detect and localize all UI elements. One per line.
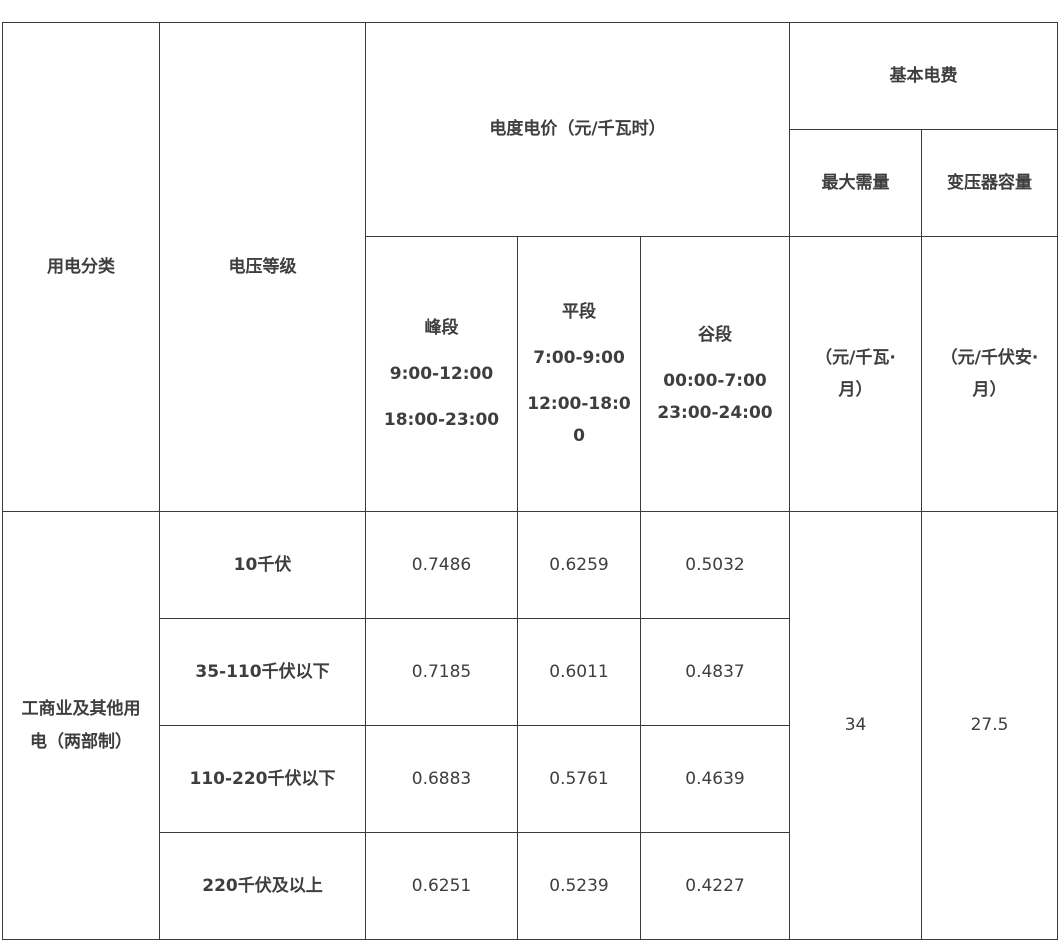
electricity-tariff-table: 用电分类 电压等级 电度电价（元/千瓦时） 基本电费 最大需量 变压器容量 峰段… bbox=[2, 22, 1059, 940]
unit-line: （元/千伏安· bbox=[940, 347, 1039, 368]
peak-price: 0.7185 bbox=[365, 618, 518, 726]
peak-price: 0.6251 bbox=[365, 832, 518, 940]
category-line: 工商业及其他用 bbox=[21, 699, 141, 720]
table-row: 220千伏及以上 0.6251 0.5239 0.4227 bbox=[3, 832, 1058, 940]
valley-time: 00:00-7:00 bbox=[663, 370, 767, 391]
peak-time: 9:00-12:00 bbox=[389, 363, 494, 384]
valley-price: 0.4227 bbox=[639, 832, 791, 940]
flat-label: 平段 bbox=[562, 301, 596, 322]
header-valley: 谷段 00:00-7:00 23:00-24:00 bbox=[639, 236, 791, 512]
flat-price: 0.6259 bbox=[517, 511, 641, 619]
header-energy-price: 电度电价（元/千瓦时） bbox=[364, 22, 791, 237]
header-category: 用电分类 bbox=[2, 22, 160, 512]
unit-line: 月） bbox=[838, 380, 873, 400]
peak-price: 0.7486 bbox=[365, 511, 518, 619]
table-row: 110-220千伏以下 0.6883 0.5761 0.4639 bbox=[3, 725, 1058, 833]
header-transformer-unit: （元/千伏安· 月） bbox=[921, 236, 1059, 512]
valley-price: 0.4639 bbox=[639, 725, 791, 833]
max-demand-value: 34 bbox=[789, 511, 923, 940]
header-flat: 平段 7:00-9:00 12:00-18:0 0 bbox=[517, 236, 641, 512]
flat-time: 0 bbox=[573, 426, 585, 447]
flat-price: 0.5239 bbox=[517, 832, 641, 940]
valley-time: 23:00-24:00 bbox=[657, 403, 773, 424]
flat-price: 0.5761 bbox=[517, 725, 641, 833]
valley-price: 0.5032 bbox=[639, 511, 791, 619]
unit-line: （元/千瓦· bbox=[815, 347, 896, 368]
table-row: 35-110千伏以下 0.7185 0.6011 0.4837 bbox=[3, 618, 1058, 726]
category-line: 电（两部制） bbox=[30, 731, 132, 752]
valley-price: 0.4837 bbox=[639, 618, 791, 726]
header-voltage: 电压等级 bbox=[159, 22, 366, 512]
flat-time: 12:00-18:0 bbox=[527, 394, 631, 414]
header-basic-fee: 基本电费 bbox=[789, 22, 1059, 130]
unit-line: 月） bbox=[972, 380, 1007, 400]
transformer-value: 27.5 bbox=[921, 511, 1059, 940]
category-cell: 工商业及其他用 电（两部制） bbox=[2, 511, 160, 940]
flat-time: 7:00-9:00 bbox=[533, 347, 625, 368]
voltage-cell: 35-110千伏以下 bbox=[159, 618, 366, 726]
peak-time: 18:00-23:00 bbox=[383, 410, 500, 431]
header-peak: 峰段 9:00-12:00 18:00-23:00 bbox=[365, 236, 518, 512]
voltage-cell: 110-220千伏以下 bbox=[159, 725, 366, 833]
header-max-demand-unit: （元/千瓦· 月） bbox=[789, 236, 923, 512]
header-max-demand: 最大需量 bbox=[789, 129, 923, 237]
peak-price: 0.6883 bbox=[365, 725, 518, 833]
flat-price: 0.6011 bbox=[517, 618, 641, 726]
valley-label: 谷段 bbox=[698, 324, 732, 345]
header-transformer: 变压器容量 bbox=[921, 129, 1059, 237]
table-row: 工商业及其他用 电（两部制） 10千伏 0.7486 0.6259 0.5032… bbox=[2, 511, 1059, 940]
voltage-cell: 10千伏 bbox=[159, 511, 366, 619]
peak-label: 峰段 bbox=[424, 317, 459, 338]
voltage-cell: 220千伏及以上 bbox=[159, 832, 366, 940]
